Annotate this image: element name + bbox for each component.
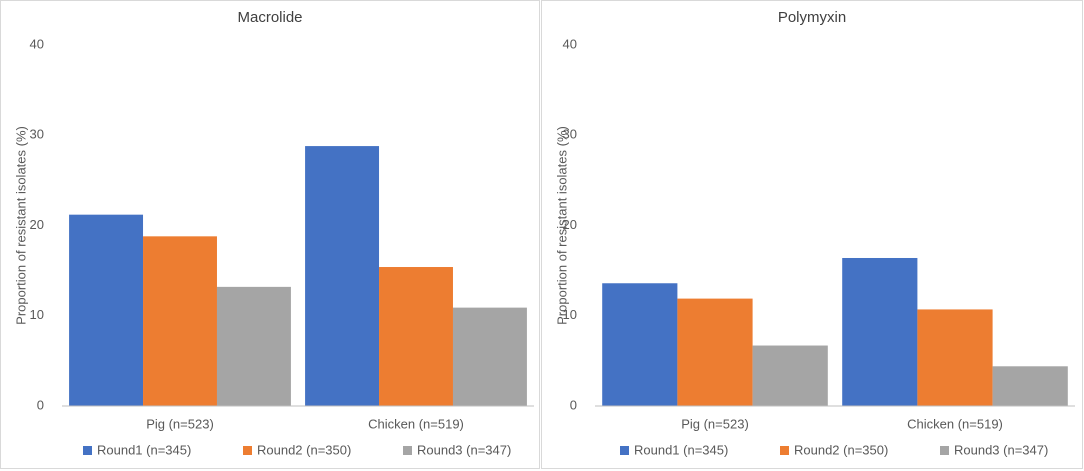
legend-swatch [940, 446, 949, 455]
legend-swatch [403, 446, 412, 455]
legend-swatch [620, 446, 629, 455]
bar [917, 309, 993, 406]
legend-label: Round3 (n=347) [417, 442, 511, 457]
y-tick-label: 40 [563, 36, 577, 51]
bar [69, 214, 144, 406]
y-tick-label: 10 [563, 307, 577, 322]
bar [752, 345, 828, 406]
x-tick-label: Chicken (n=519) [907, 416, 1003, 431]
chart-title: Macrolide [237, 9, 302, 26]
y-tick-label: 20 [563, 217, 577, 232]
legend-label: Round1 (n=345) [97, 442, 191, 457]
y-tick-label: 30 [563, 127, 577, 142]
legend-label: Round3 (n=347) [954, 442, 1048, 457]
x-tick-label: Pig (n=523) [681, 416, 749, 431]
bar [452, 307, 527, 406]
legend-swatch [780, 446, 789, 455]
panel-border [0, 0, 540, 469]
x-tick-label: Chicken (n=519) [368, 416, 464, 431]
panel-border [541, 0, 1083, 469]
y-tick-label: 30 [30, 127, 44, 142]
y-axis-label: Proportion of resistant isolates (%) [554, 126, 569, 325]
y-axis-label: Proportion of resistant isolates (%) [13, 126, 28, 325]
bar [216, 286, 291, 406]
x-tick-label: Pig (n=523) [146, 416, 214, 431]
bar [379, 267, 453, 406]
bar [842, 257, 918, 406]
legend-swatch [243, 446, 252, 455]
legend-swatch [83, 446, 92, 455]
bar [305, 146, 380, 406]
y-tick-label: 0 [37, 397, 44, 412]
bar [677, 298, 753, 406]
bar [143, 236, 217, 406]
legend-label: Round2 (n=350) [257, 442, 351, 457]
legend-label: Round2 (n=350) [794, 442, 888, 457]
y-tick-label: 10 [30, 307, 44, 322]
y-tick-label: 0 [570, 397, 577, 412]
y-tick-label: 40 [30, 36, 44, 51]
y-tick-label: 20 [30, 217, 44, 232]
bar [602, 283, 678, 406]
chart-title: Polymyxin [778, 9, 846, 26]
legend-label: Round1 (n=345) [634, 442, 728, 457]
bar [992, 366, 1068, 406]
